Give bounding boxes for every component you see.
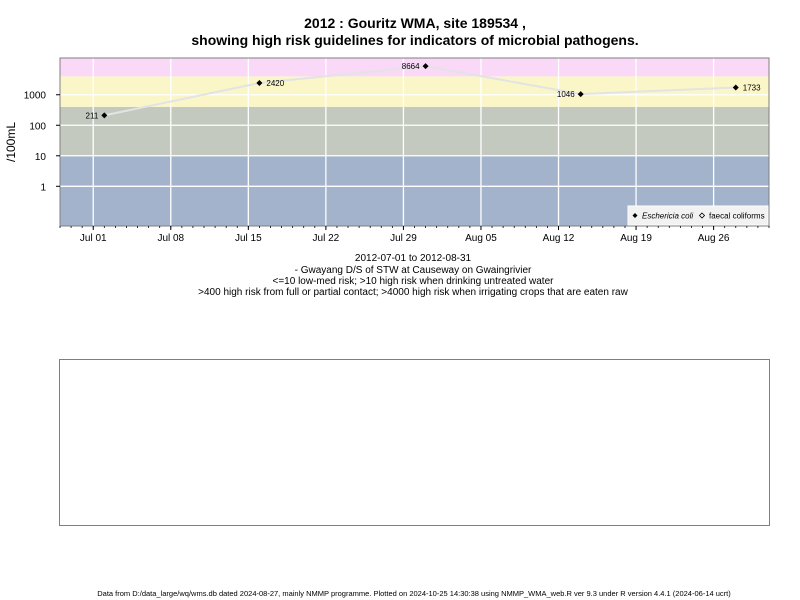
data-point-ecoli-2 [422,63,429,70]
x-tick-label-7: Aug 19 [620,233,652,244]
x-tick-label-5: Aug 05 [465,233,497,244]
empty-plot-panel [59,359,770,526]
chart-title: 2012 : Gouritz WMA, site 189534 , [304,15,526,31]
x-axis: Jul 01 Jul 08 Jul 15 Jul 22 Jul 29 Aug 05 Aug … [59,226,770,244]
x-tick-label-2: Jul 15 [235,233,262,244]
x-tick-label-3: Jul 22 [313,233,340,244]
data-label-ecoli-3: 1046 [557,90,575,99]
site-description-label: - Gwayang D/S of STW at Causeway on Gwai… [294,265,532,276]
data-label-ecoli-0: 211 [86,111,99,120]
data-point-ecoli-1 [256,80,263,87]
y-tick-label-2: 100 [29,121,46,132]
legend-marker-ecoli [632,213,638,218]
x-tick-label-0: Jul 01 [80,233,107,244]
data-label-ecoli-1: 2420 [266,79,284,88]
x-tick-label-1: Jul 08 [157,233,184,244]
chart-subtitle: showing high risk guidelines for indicat… [191,32,639,48]
legend-box [627,205,769,226]
data-point-ecoli-3 [577,91,584,98]
x-tick-label-4: Jul 29 [390,233,417,244]
data-point-ecoli-4 [732,84,739,91]
footer-note: Data from D:/data_large/wq/wms.db dated … [97,589,731,598]
legend-marker-faecal [698,212,706,219]
y-tick-label-3: 1000 [24,91,47,102]
date-range-label: 2012-07-01 to 2012-08-31 [354,253,472,264]
y-tick-label-1: 10 [35,152,47,163]
legend-label-ecoli: Eschericia coli [642,212,693,221]
drinking-risk-note: <=10 low-med risk; >10 high risk when dr… [272,276,554,287]
data-point-ecoli-0 [101,112,108,119]
y-axis-label: /100mL [4,122,18,162]
risk-band-1 [60,106,769,156]
gridlines [60,58,769,226]
contact-risk-note: >400 high risk from full or partial cont… [198,287,628,298]
data-label-ecoli-2: 8664 [402,62,420,71]
legend-label-faecal: faecal coliforms [709,212,765,221]
risk-bands [60,58,769,226]
y-axis: 1 10 100 1000 [24,91,60,193]
legend: Eschericia coli faecal coliforms [627,205,769,226]
y-tick-label-0: 1 [40,182,46,193]
data-series: 211 2420 8664 1046 1733 [86,62,762,120]
x-tick-label-8: Aug 26 [698,233,730,244]
data-label-ecoli-4: 1733 [743,83,761,92]
x-tick-label-6: Aug 12 [543,233,575,244]
